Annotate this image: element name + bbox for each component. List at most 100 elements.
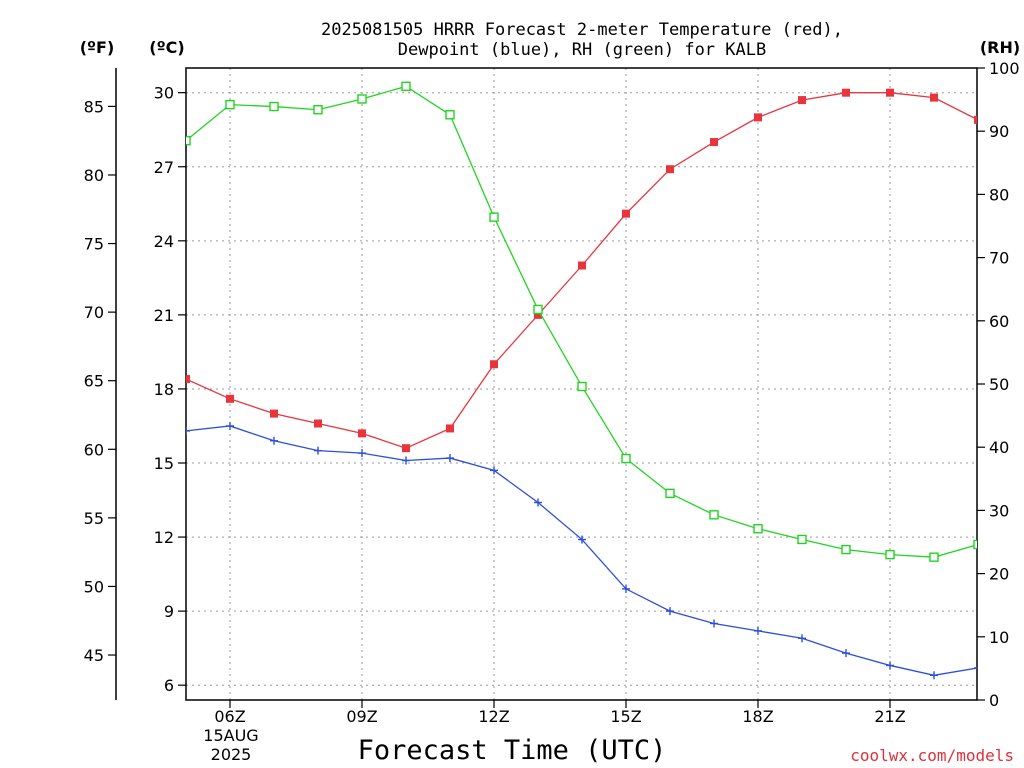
rh-tick-label: 0 — [989, 691, 999, 710]
celsius-tick-label: 18 — [154, 380, 174, 399]
temperature-point — [798, 96, 806, 105]
x-tick-label: 18Z — [742, 707, 773, 726]
dewpoint-point — [358, 449, 366, 458]
fahrenheit-tick-label: 55 — [84, 509, 104, 528]
x-axis-title: Forecast Time (UTC) — [358, 735, 667, 766]
x-tick-label: 15Z — [610, 707, 641, 726]
rh-point — [577, 381, 587, 392]
dewpoint-point — [402, 456, 410, 465]
dewpoint-point — [930, 671, 938, 680]
fahrenheit-axis-unit: (ºF) — [80, 38, 115, 57]
temperature-point — [710, 138, 718, 147]
temperature-point — [358, 429, 366, 438]
rh-point — [357, 94, 367, 104]
celsius-tick-label: 30 — [154, 84, 174, 103]
credit-text: coolwx.com/models — [850, 746, 1014, 765]
chart-title-line2: Dewpoint (blue), RH (green) for KALB — [398, 40, 766, 60]
rh-tick-label: 10 — [989, 628, 1009, 647]
temperature-point — [402, 444, 410, 453]
temperature-point — [186, 375, 190, 384]
temperature-line — [186, 92, 977, 449]
right-axis-ticks: 0 10 20 30 40 50 60 70 80 90 100 — [977, 59, 1020, 710]
rh-point — [753, 524, 763, 534]
rh-point — [797, 534, 807, 545]
rh-point — [489, 212, 499, 222]
rh-point — [621, 453, 631, 464]
fahrenheit-tick-label: 70 — [84, 303, 104, 322]
dewpoint-point — [270, 436, 278, 445]
rh-point — [401, 81, 411, 92]
temperature-point — [930, 93, 938, 102]
temperature-point — [974, 115, 977, 124]
rh-point — [841, 544, 851, 555]
fahrenheit-tick-label: 85 — [84, 97, 104, 116]
temperature-point — [622, 209, 630, 218]
rh-axis-unit: (RH) — [980, 38, 1020, 57]
rh-tick-label: 100 — [989, 59, 1020, 78]
rh-point — [445, 110, 455, 120]
rh-point — [709, 510, 719, 520]
rh-point — [186, 135, 191, 146]
rh-line — [186, 85, 977, 558]
celsius-tick-label: 9 — [164, 602, 174, 621]
rh-point — [885, 549, 895, 560]
temperature-point — [226, 394, 234, 403]
fahrenheit-tick-label: 45 — [84, 646, 104, 665]
temperature-point — [886, 88, 894, 97]
fahrenheit-tick-label: 75 — [84, 235, 104, 254]
temperature-point — [842, 88, 850, 97]
fahrenheit-tick-label: 80 — [84, 166, 104, 185]
rh-point — [665, 488, 675, 499]
rh-point — [269, 101, 279, 112]
temperature-point — [314, 419, 322, 428]
dewpoint-point — [314, 446, 322, 455]
series-layer — [186, 81, 977, 680]
celsius-tick-label: 27 — [154, 158, 174, 177]
dewpoint-point — [842, 649, 850, 658]
dewpoint-point — [622, 584, 630, 593]
rh-point — [313, 105, 323, 115]
rh-point — [929, 552, 939, 562]
rh-tick-label: 20 — [989, 565, 1009, 584]
dewpoint-point — [754, 626, 762, 635]
temperature-point — [754, 113, 762, 122]
rh-tick-label: 80 — [989, 185, 1009, 204]
x-tick-label: 12Z — [478, 707, 509, 726]
dewpoint-point — [578, 535, 586, 544]
dewpoint-point — [886, 661, 894, 670]
date-label-day: 15AUG — [203, 726, 258, 745]
celsius-axis-unit: (ºC) — [149, 38, 184, 57]
dewpoint-point — [666, 607, 674, 616]
celsius-tick-label: 6 — [164, 676, 174, 695]
temperature-series — [186, 88, 977, 453]
temperature-point — [578, 261, 586, 270]
temperature-point — [490, 360, 498, 369]
dewpoint-point — [226, 421, 234, 430]
rh-tick-label: 50 — [989, 375, 1009, 394]
rh-point — [533, 304, 543, 315]
temperature-point — [446, 424, 454, 433]
rh-series — [186, 81, 977, 562]
dewpoint-point — [534, 498, 542, 507]
rh-point — [973, 539, 977, 550]
temperature-point — [270, 409, 278, 418]
celsius-tick-label: 24 — [154, 232, 174, 251]
dewpoint-point — [490, 466, 498, 475]
fahrenheit-tick-label: 50 — [84, 577, 104, 596]
dewpoint-series — [186, 421, 977, 680]
dewpoint-point — [798, 634, 806, 643]
left-axis-ticks: 6 9 12 15 18 21 24 27 30 45 50 55 60 65 70 75 80 85 — [84, 84, 186, 695]
dewpoint-point — [186, 426, 190, 435]
celsius-tick-label: 21 — [154, 306, 174, 325]
x-tick-label: 09Z — [346, 707, 377, 726]
x-axis-ticks: 06Z 09Z 12Z 15Z 18Z 21Z — [214, 700, 906, 726]
rh-tick-label: 30 — [989, 501, 1009, 520]
rh-tick-label: 60 — [989, 312, 1009, 331]
fahrenheit-tick-label: 65 — [84, 372, 104, 391]
x-tick-label: 06Z — [214, 707, 245, 726]
celsius-tick-label: 12 — [154, 528, 174, 547]
chart-title-line1: 2025081505 HRRR Forecast 2-meter Tempera… — [321, 20, 843, 40]
rh-point — [225, 99, 235, 110]
x-tick-label: 21Z — [874, 707, 905, 726]
